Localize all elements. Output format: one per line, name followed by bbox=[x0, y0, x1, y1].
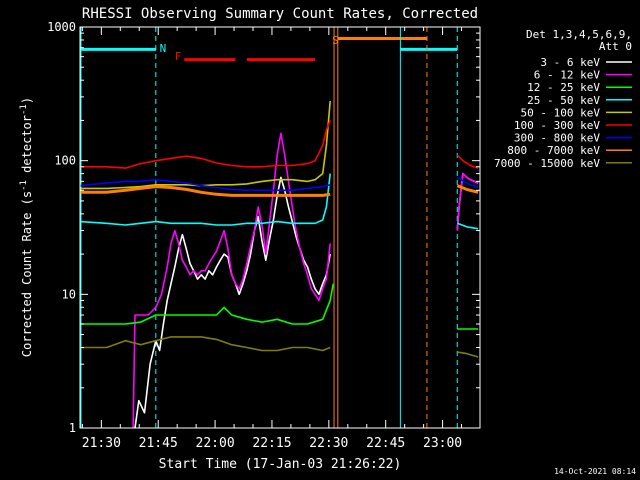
x-tick-label: 21:45 bbox=[139, 436, 178, 451]
series-line-5-seg-0 bbox=[80, 120, 331, 169]
series-line-3-seg-1 bbox=[457, 222, 479, 230]
legend-header-line2: Att 0 bbox=[599, 40, 632, 53]
chart-title: RHESSI Observing Summary Count Rates, Co… bbox=[82, 6, 478, 22]
x-tick-label: 22:30 bbox=[309, 436, 348, 451]
legend-label-8: 7000 - 15000 keV bbox=[494, 157, 600, 170]
series-line-7-seg-1 bbox=[456, 184, 479, 194]
series-line-2-seg-0 bbox=[80, 283, 335, 325]
x-axis-label: Start Time (17-Jan-03 21:26:22) bbox=[159, 457, 402, 472]
legend-label-7: 800 - 7000 keV bbox=[507, 144, 600, 157]
series-line-3-seg-0 bbox=[79, 173, 331, 226]
legend-label-2: 12 - 25 keV bbox=[527, 81, 600, 94]
series-line-5-seg-1 bbox=[456, 154, 479, 169]
series-line-4-seg-0 bbox=[80, 100, 331, 190]
series-line-8-seg-1 bbox=[457, 351, 479, 358]
y-tick-label: 1000 bbox=[47, 20, 76, 34]
plot-frame bbox=[79, 26, 481, 429]
series-line-8-seg-0 bbox=[80, 336, 331, 352]
y-axis-label: Corrected Count Rate (s-1 detector-1) bbox=[19, 97, 34, 357]
legend-label-1: 6 - 12 keV bbox=[534, 69, 601, 82]
series-line-1-seg-1 bbox=[456, 172, 479, 231]
flag-label-s: S bbox=[332, 34, 339, 47]
y-tick-label: 100 bbox=[54, 154, 76, 168]
legend-header-line1: Det 1,3,4,5,6,9, bbox=[526, 28, 632, 41]
x-tick-label: 22:00 bbox=[196, 436, 235, 451]
series-line-1-seg-0 bbox=[132, 132, 331, 429]
legend-label-5: 100 - 300 keV bbox=[514, 119, 600, 132]
legend-label-3: 25 - 50 keV bbox=[527, 94, 600, 107]
x-tick-label: 21:30 bbox=[82, 436, 121, 451]
flag-label-n: N bbox=[160, 42, 167, 55]
legend-label-4: 50 - 100 keV bbox=[521, 106, 601, 119]
legend-label-6: 300 - 800 keV bbox=[514, 132, 600, 145]
x-tick-label: 23:00 bbox=[423, 436, 462, 451]
legend-label-0: 3 - 6 keV bbox=[540, 56, 600, 69]
x-tick-label: 22:45 bbox=[366, 436, 405, 451]
x-tick-label: 22:15 bbox=[252, 436, 291, 451]
timestamp: 14-Oct-2021 08:14 bbox=[554, 467, 636, 476]
y-tick-label: 1 bbox=[69, 421, 76, 435]
series-line-6-seg-0 bbox=[79, 178, 331, 192]
flag-label-f: F bbox=[175, 50, 182, 63]
y-tick-label: 10 bbox=[62, 287, 76, 301]
series-line-7-seg-0 bbox=[80, 185, 331, 197]
series-line-6-seg-1 bbox=[456, 176, 479, 189]
